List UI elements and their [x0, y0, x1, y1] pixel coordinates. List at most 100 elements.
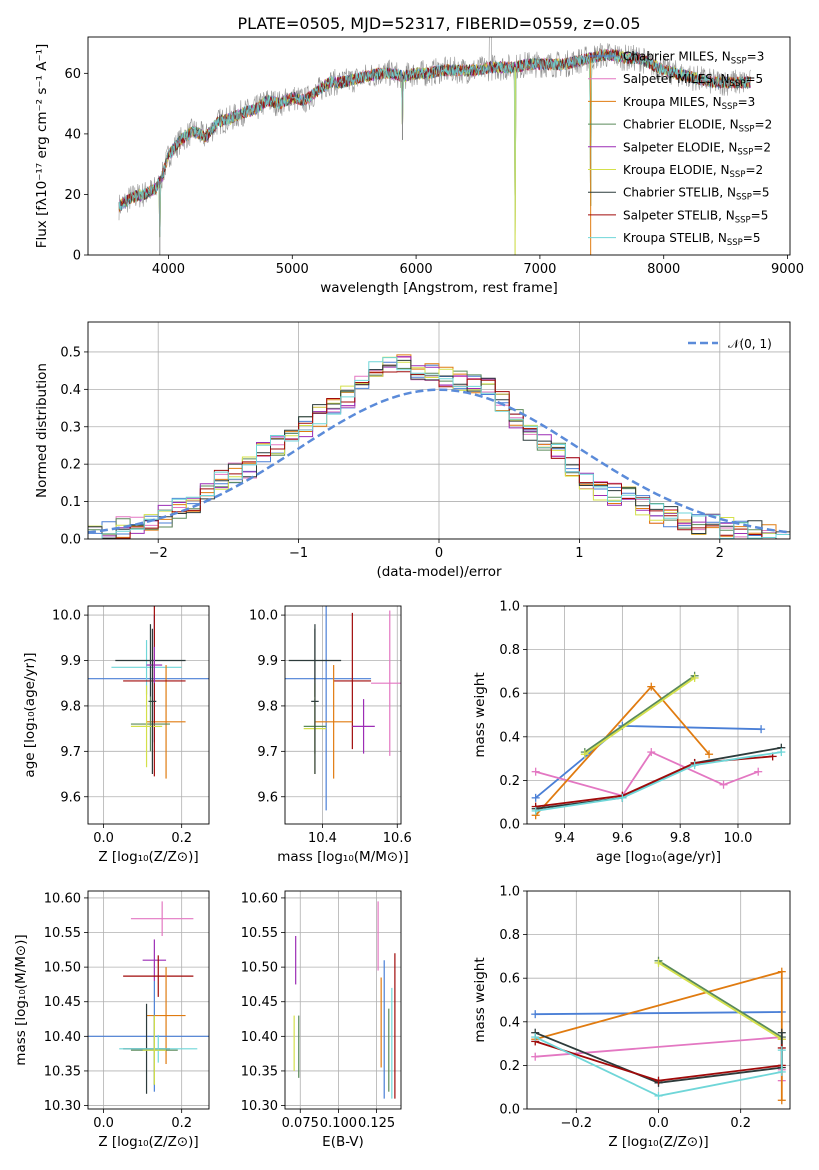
weight-marker	[654, 958, 663, 967]
weight-marker	[719, 780, 728, 789]
x-axis-label: Z [log₁₀(Z/Z⊙)]	[98, 849, 198, 865]
weight-line	[658, 962, 783, 1040]
legend-entry: Kroupa ELODIE, NSSP=2	[623, 163, 763, 180]
x-tick-label: 9.4	[554, 831, 575, 846]
y-tick-label: 9.7	[60, 745, 81, 760]
y-tick-label: 10.60	[241, 891, 278, 906]
y-tick-label: 10.50	[44, 961, 81, 976]
y-tick-label: 1.0	[499, 885, 520, 900]
y-tick-label: 10.45	[241, 995, 278, 1010]
y-tick-label: 10.30	[241, 1099, 278, 1114]
x-tick-label: 5000	[276, 262, 309, 277]
legend: 𝒩(0, 1)	[688, 337, 772, 351]
x-tick-label: 0.100	[320, 1116, 357, 1131]
y-tick-label: 0.3	[60, 420, 81, 435]
error-bar-point	[142, 1015, 167, 1085]
weight-marker	[531, 806, 540, 815]
y-axis-label: age [log₁₀(age/yr)]	[22, 652, 38, 777]
plot-area	[88, 322, 790, 539]
weight-marker	[690, 761, 699, 770]
weight-marker	[754, 767, 763, 776]
error-bar-point	[311, 628, 319, 775]
x-tick-label: 10.6	[383, 831, 412, 846]
weight-marker	[705, 750, 714, 759]
y-tick-label: 0.6	[499, 972, 520, 987]
legend-entry: Kroupa STELIB, NSSP=5	[623, 231, 761, 248]
normal-curve	[88, 388, 790, 534]
panel-age-vs-mass: 10.4 10.6 9.6 9.7 9.8 9.9 10.0 mass [log₁₀(M/M⊙…	[249, 605, 412, 865]
y-tick-label: 10.55	[241, 926, 278, 941]
weight-marker	[777, 1046, 786, 1055]
y-tick-label: 10.60	[44, 891, 81, 906]
y-tick-label: 0.6	[499, 687, 520, 702]
panel-mass-vs-Z: 0.0 0.2 10.30 10.35 10.40 10.45 10.50 10.55 10.6…	[13, 890, 210, 1150]
y-tick-label: 10.0	[52, 609, 81, 624]
axes-frame	[526, 605, 791, 825]
legend-entry: 𝒩(0, 1)	[728, 337, 772, 351]
chart-title: PLATE=0505, MJD=52317, FIBERID=0559, z=0…	[237, 14, 640, 33]
model-line	[118, 49, 751, 255]
y-tick-label: 0	[73, 249, 81, 264]
x-axis-label: Z [log₁₀(Z/Z⊙)]	[98, 1134, 198, 1150]
plot-area	[88, 606, 209, 824]
y-tick-label: 10.35	[44, 1064, 81, 1079]
error-bar-point	[314, 665, 353, 779]
axes-frame	[87, 605, 210, 825]
error-bar-point	[285, 606, 372, 811]
y-tick-label: 9.7	[257, 745, 278, 760]
x-tick-label: 9.8	[670, 831, 691, 846]
y-tick-label: 0.4	[499, 730, 520, 745]
x-tick-label: 4000	[152, 262, 185, 277]
legend-entry: Chabrier MILES, NSSP=3	[623, 50, 764, 67]
y-axis-label: mass [log₁₀(M/M⊙)]	[13, 934, 29, 1065]
y-tick-label: 0.2	[499, 1059, 520, 1074]
x-tick-label: 10.4	[308, 831, 337, 846]
x-tick-label: 0.0	[648, 1116, 669, 1131]
weight-marker	[580, 750, 589, 759]
y-axis-label: mass weight	[472, 957, 488, 1042]
legend-entry: Salpeter ELODIE, NSSP=2	[623, 140, 771, 157]
y-tick-label: 9.8	[257, 699, 278, 714]
x-axis-label: E(B-V)	[322, 1134, 364, 1150]
error-bar-point	[352, 699, 375, 754]
legend-entry: Chabrier ELODIE, NSSP=2	[623, 118, 772, 135]
weight-marker	[654, 1091, 663, 1100]
y-tick-label: 10.45	[44, 995, 81, 1010]
y-tick-label: 0.2	[60, 458, 81, 473]
y-tick-label: 10.35	[241, 1064, 278, 1079]
y-tick-label: 1.0	[499, 600, 520, 615]
x-tick-label: 0.0	[93, 831, 114, 846]
plot-area	[527, 891, 790, 1109]
y-tick-label: 9.8	[60, 699, 81, 714]
y-tick-label: 0.8	[499, 643, 520, 658]
y-tick-label: 10.50	[241, 961, 278, 976]
panel-weight-vs-age: 9.4 9.6 9.8 10.0 0.0 0.2 0.4 0.6 0.8 1.0 age [log₁…	[472, 600, 791, 865]
panel-weight-vs-Z: −0.2 0.0 0.2 0.0 0.2 0.4 0.6 0.8 1.0 Z [log₁₀(Z/Z…	[472, 885, 791, 1150]
axes-frame	[526, 890, 791, 1110]
legend: Chabrier MILES, NSSP=3 Salpeter MILES, NS…	[588, 50, 772, 248]
y-tick-label: 0.4	[60, 383, 81, 398]
y-tick-label: 10.30	[44, 1099, 81, 1114]
y-tick-label: 10.40	[241, 1030, 278, 1045]
weight-marker	[531, 1010, 540, 1019]
plot-area	[285, 606, 401, 824]
weight-marker	[647, 682, 656, 691]
y-tick-label: 9.9	[257, 654, 278, 669]
weight-marker	[777, 967, 786, 976]
axes-frame	[284, 890, 402, 1110]
panel-residuals: −2 −1 0 1 2 0.0 0.1 0.2 0.3 0.4 0.5 (data-model)/er…	[34, 321, 791, 580]
error-bar-point	[130, 696, 170, 752]
y-tick-label: 0.5	[60, 345, 81, 360]
legend-entry: Salpeter MILES, NSSP=5	[623, 72, 763, 89]
histogram-step	[88, 354, 790, 539]
y-axis-label: Flux [fλ10⁻¹⁷ erg cm⁻² s⁻¹ A⁻¹]	[34, 44, 50, 249]
error-bar-point	[115, 624, 186, 697]
weight-marker	[777, 748, 786, 757]
weight-marker	[531, 793, 540, 802]
y-tick-label: 20	[64, 188, 81, 203]
axes-frame	[284, 605, 402, 825]
axes-frame	[87, 36, 791, 256]
x-tick-label: 1	[575, 546, 583, 561]
error-bar-point	[130, 901, 194, 936]
